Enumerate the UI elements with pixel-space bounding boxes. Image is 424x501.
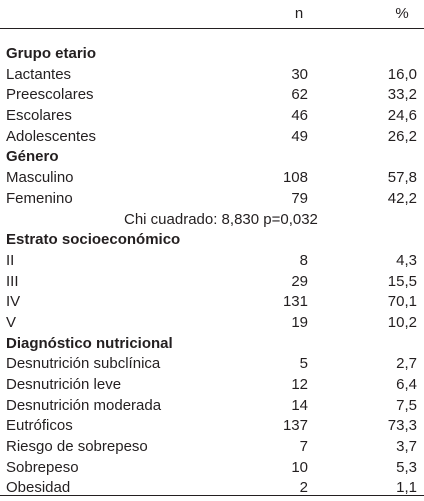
table-row: Femenino 79 42,2 [0,189,424,210]
percent-cell: 26,2 [387,127,417,145]
table-row: Escolares 46 24,6 [0,106,424,127]
count-cell: 12 [291,376,308,393]
section-header: Estrato socioeconómico [0,230,424,251]
row-label: III [6,272,19,290]
section-title: Grupo etario [6,45,97,62]
count-cell: 46 [291,107,308,125]
row-label: Desnutrición subclínica [6,355,161,373]
percent-cell: 70,1 [387,293,417,311]
table-row: Lactantes 30 16,0 [0,65,424,86]
section-title: Género [6,148,59,166]
table-row: Obesidad 2 1,1 [0,478,424,499]
table-row: Desnutrición subclínica 5 2,7 [0,354,424,375]
row-label: IV [6,293,21,311]
count-cell: 29 [291,272,308,290]
count-cell: 14 [291,396,308,414]
table-row: Masculino 108 57,8 [0,168,424,189]
count-cell: 30 [291,65,308,83]
percent-cell: 5,3 [396,458,417,476]
table-row: Riesgo de sobrepeso 7 3,7 [0,437,424,458]
percent-cell: 16,0 [387,65,417,83]
statistic-note: Chi cuadrado: 8,830 p=0,032 [0,210,424,231]
count-cell: 10 [291,458,308,476]
table-row: Preescolares 62 33,2 [0,85,424,106]
column-header-n: n [294,5,304,22]
table-row: Sobrepeso 10 5,3 [0,458,424,479]
count-cell: 2 [299,479,308,497]
count-cell: 137 [282,417,308,435]
row-label: Masculino [6,169,74,187]
percent-cell: 33,2 [387,86,417,104]
row-label: Escolares [6,107,72,125]
count-cell: 131 [282,293,308,311]
percent-cell: 3,7 [396,438,417,456]
section-header: Diagnóstico nutricional [0,334,424,355]
table-row: IV 131 70,1 [0,292,424,313]
count-cell: 49 [291,127,308,145]
percent-cell: 6,4 [396,376,417,393]
table-row: III 29 15,5 [0,272,424,293]
table-row: Adolescentes 49 26,2 [0,127,424,148]
table-row: V 19 10,2 [0,313,424,334]
count-cell: 108 [282,169,308,187]
count-cell: 5 [299,355,308,373]
row-label: Riesgo de sobrepeso [6,438,148,456]
percent-cell: 24,6 [387,107,417,125]
row-label: Lactantes [6,65,72,83]
percent-cell: 57,8 [387,169,417,187]
count-cell: 19 [291,313,308,331]
percent-cell: 42,2 [387,189,417,207]
percent-cell: 7,5 [396,396,417,414]
percent-cell: 10,2 [387,313,417,331]
note-text: Chi cuadrado: 8,830 p=0,032 [124,210,318,228]
row-label: Desnutrición moderada [6,396,162,414]
table-row: II 8 4,3 [0,251,424,272]
percent-cell: 1,1 [396,479,417,497]
row-label: Obesidad [6,479,71,497]
percent-cell: 4,3 [396,251,417,269]
percent-cell: 15,5 [387,272,417,290]
section-title: Estrato socioeconómico [6,231,181,249]
row-label: Femenino [6,189,73,207]
section-title: Diagnóstico nutricional [6,334,173,352]
table-row: Desnutrición moderada 14 7,5 [0,396,424,417]
row-label: Preescolares [6,86,94,104]
table-row: Eutróficos 137 73,3 [0,416,424,437]
row-label: Adolescentes [6,127,97,145]
row-label: V [6,313,17,331]
count-cell: 79 [291,189,308,207]
count-cell: 62 [291,86,308,104]
row-label: II [6,251,15,269]
table-row: Desnutrición leve 12 6,4 [0,375,424,396]
row-label: Eutróficos [6,417,73,435]
count-cell: 7 [299,438,308,456]
bottom-rule [0,495,424,496]
row-label: Desnutrición leve [6,376,122,393]
percent-cell: 2,7 [396,355,417,373]
section-header: Género [0,147,424,168]
table-body: Grupo etario Lactantes 30 16,0 Preescolares 6… [0,44,424,499]
section-header: Grupo etario [0,44,424,65]
header-rule [0,28,424,29]
percent-cell: 73,3 [387,417,417,435]
column-header-percent: % [395,5,409,22]
row-label: Sobrepeso [6,458,79,476]
count-cell: 8 [299,251,308,269]
